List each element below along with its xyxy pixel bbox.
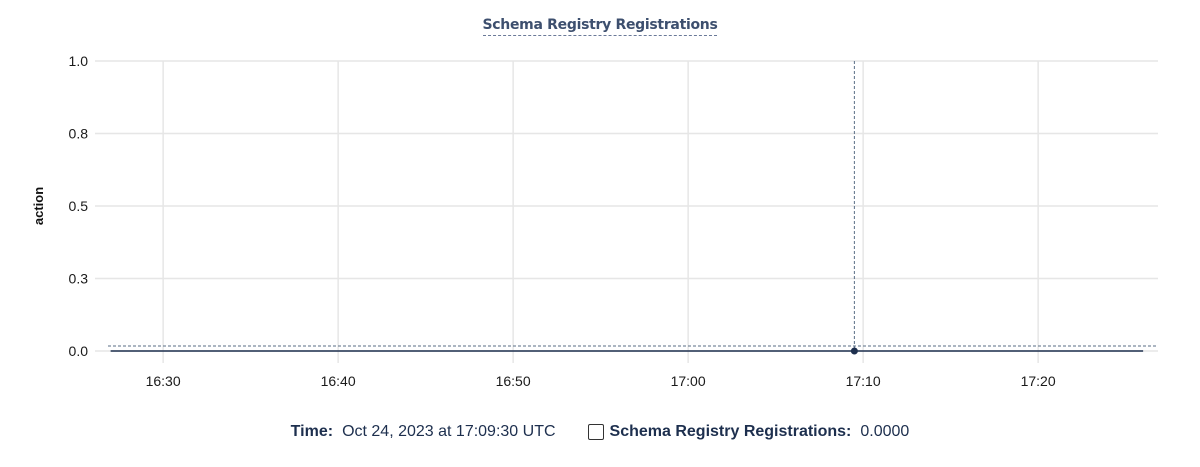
y-tick-label: 1.0 (69, 53, 89, 69)
x-tick-label: 17:20 (1021, 373, 1056, 389)
time-label: Time: (290, 423, 334, 440)
time-value: Oct 24, 2023 at 17:09:30 UTC (342, 423, 556, 440)
chart-title: Schema Registry Registrations (0, 16, 1200, 36)
x-tick-label: 16:50 (496, 373, 531, 389)
series-value: 0.0000 (860, 423, 910, 440)
chart[interactable]: 0.0 0.3 0.5 0.8 1.0 16:30 16:40 16:50 17:00 17:10… (0, 0, 1200, 410)
y-tick-label: 0.5 (69, 198, 89, 214)
y-axis-label: action (31, 187, 46, 225)
y-tick-label: 0.0 (69, 343, 89, 359)
x-tick-label: 16:30 (146, 373, 181, 389)
hover-point (850, 347, 858, 355)
x-tick-label: 16:40 (321, 373, 356, 389)
series-label: Schema Registry Registrations: (609, 423, 852, 440)
y-tick-label: 0.3 (69, 271, 89, 287)
y-tick-label: 0.8 (69, 126, 89, 142)
x-tick-label: 17:00 (671, 373, 706, 389)
x-tick-label: 17:10 (846, 373, 881, 389)
chart-legend: Time: Oct 24, 2023 at 17:09:30 UTC Schem… (0, 423, 1200, 441)
series-toggle-checkbox[interactable] (587, 424, 604, 440)
